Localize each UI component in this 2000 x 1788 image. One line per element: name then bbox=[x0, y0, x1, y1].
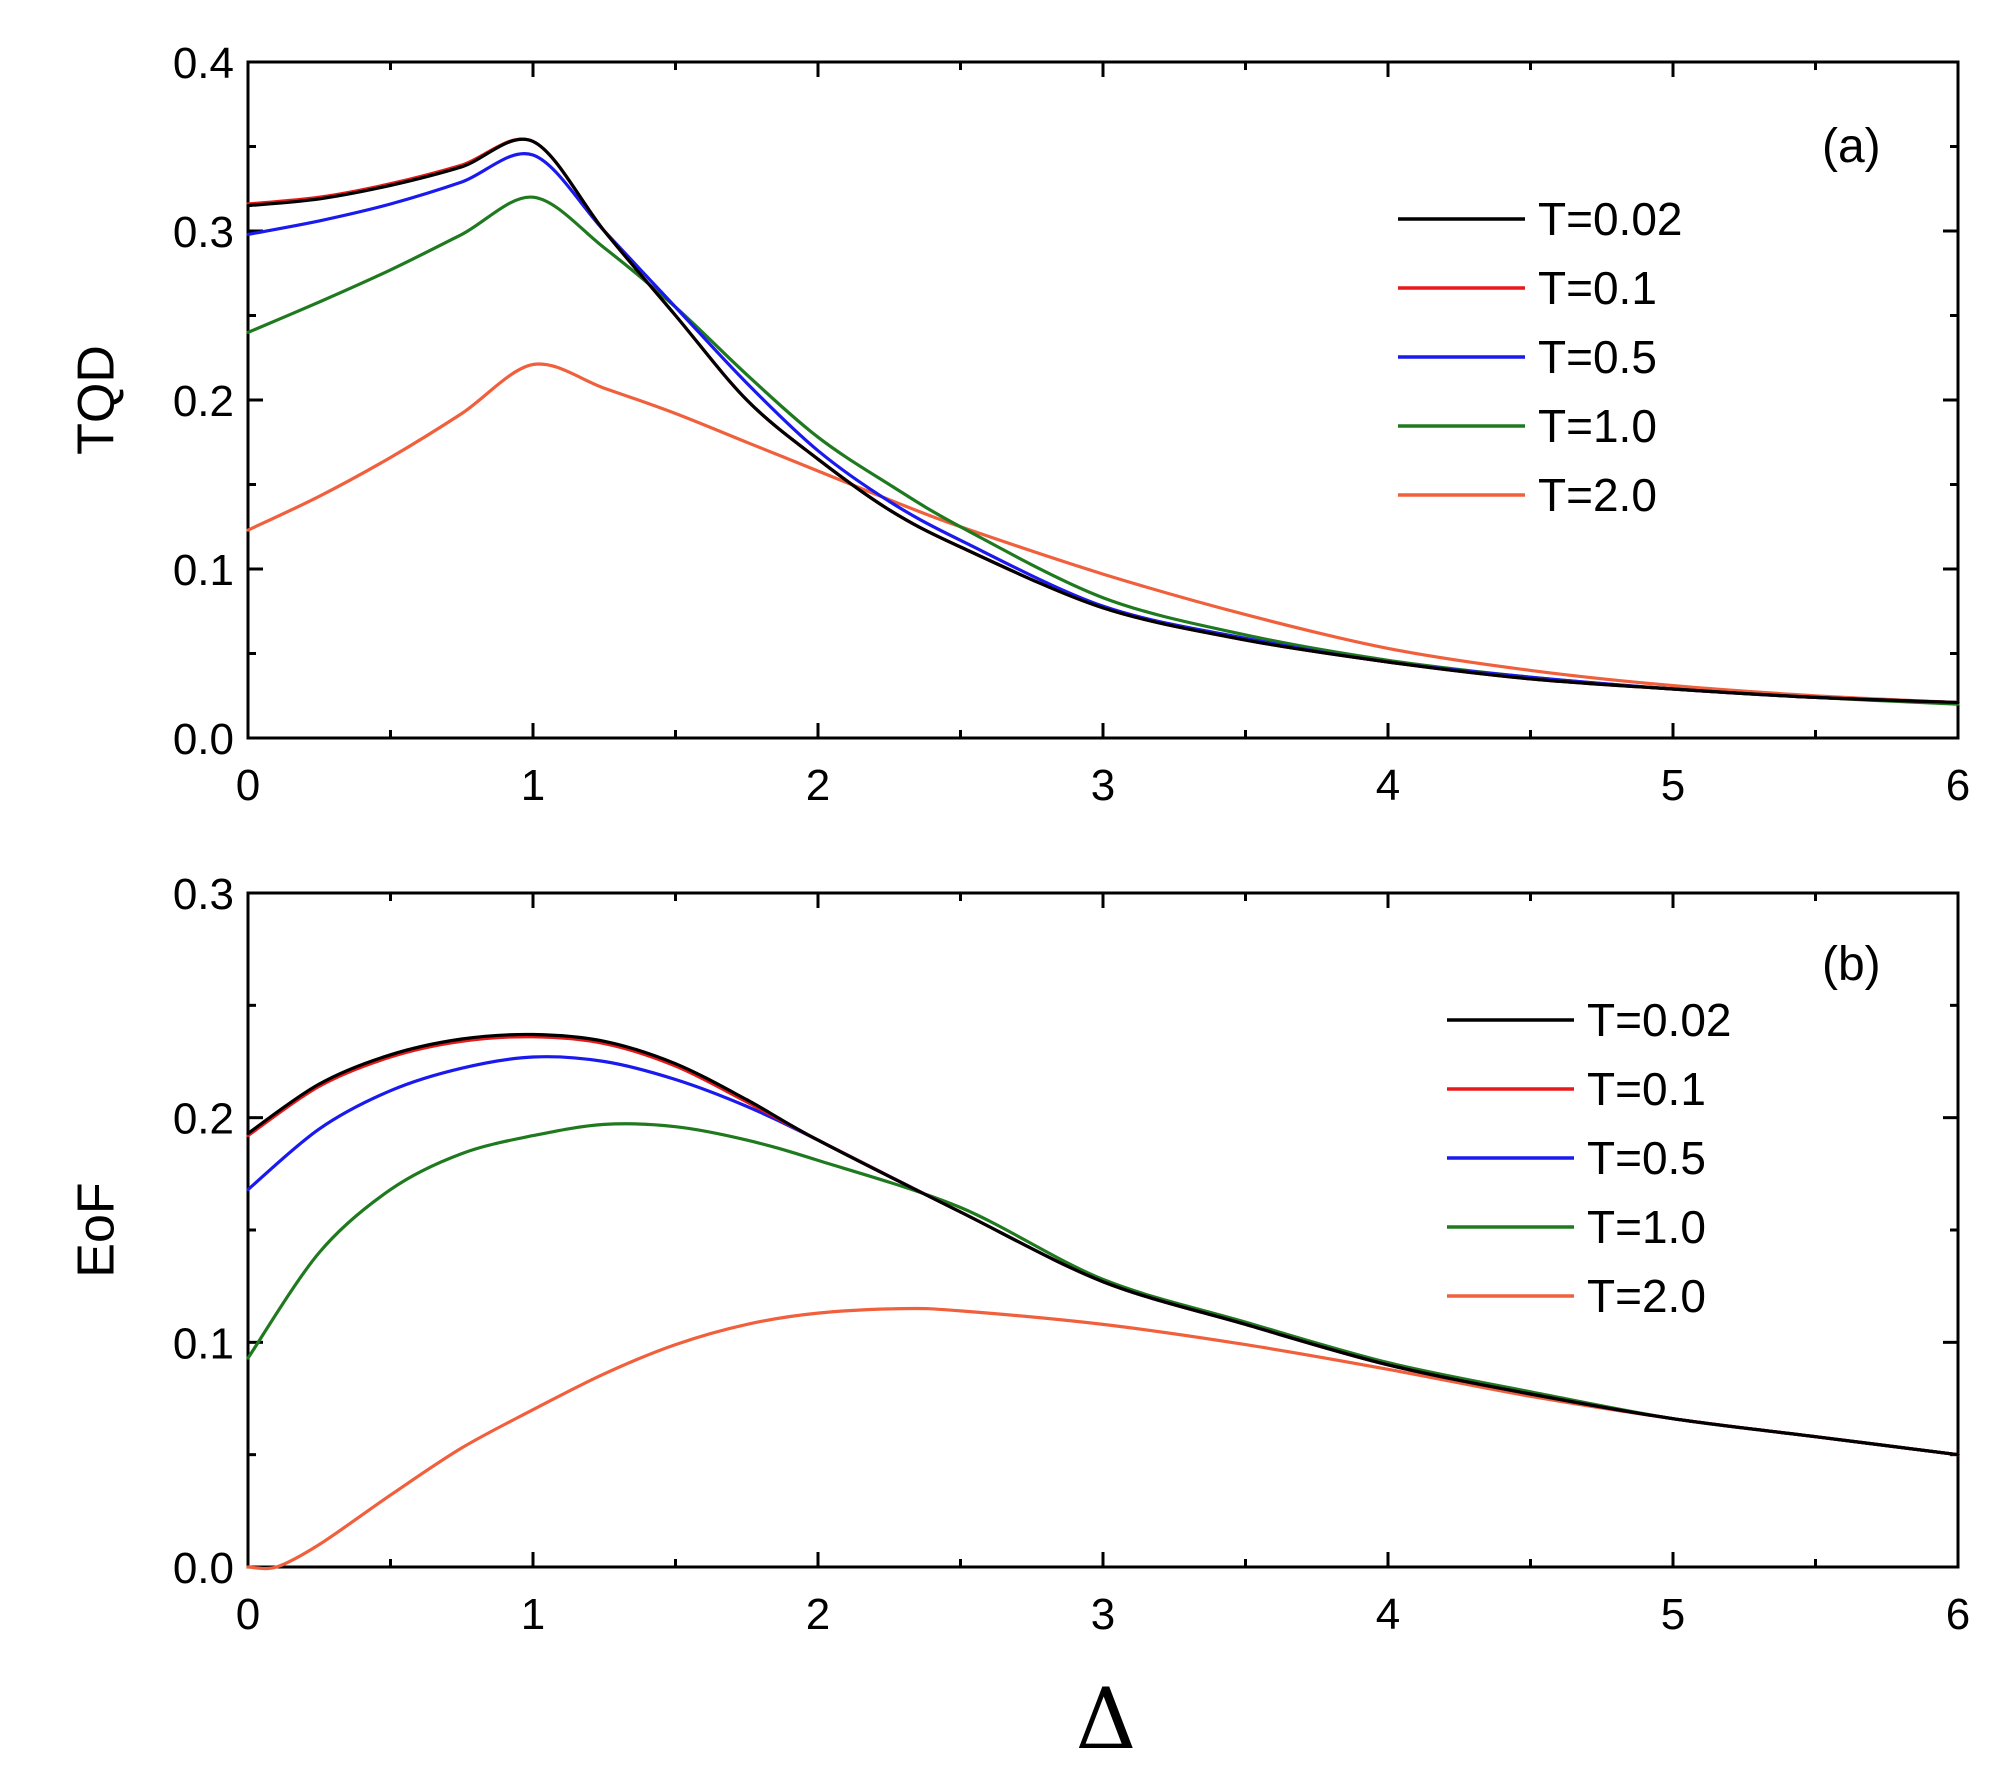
panel-a-ticks: 0 1 2 3 4 5 6 0.0 0.1 0.2 0.3 0.4 bbox=[173, 39, 1970, 810]
x-tick-label: 6 bbox=[1946, 1590, 1970, 1639]
legend-label: T=0.1 bbox=[1538, 262, 1657, 314]
legend-label: T=0.5 bbox=[1587, 1132, 1706, 1184]
series-line-T=2.0 bbox=[246, 1306, 1960, 1571]
panel-b-ylabel: EoF bbox=[68, 1182, 126, 1277]
series-line-T=2.0 bbox=[246, 362, 1960, 705]
panel-a-ylabel: TQD bbox=[68, 345, 126, 455]
legend-label: T=1.0 bbox=[1538, 400, 1657, 452]
x-tick-label: 2 bbox=[806, 1590, 830, 1639]
panel-b-eof: 0 1 2 3 4 5 60.00.10.20.3 EoF (b) T=0.02T=0.1T… bbox=[68, 870, 1971, 1768]
legend-label: T=0.02 bbox=[1538, 193, 1683, 245]
legend-label: T=1.0 bbox=[1587, 1201, 1706, 1253]
x-tick-label: 0 bbox=[236, 761, 260, 810]
legend-label: T=2.0 bbox=[1538, 469, 1657, 521]
legend-label: T=2.0 bbox=[1587, 1270, 1706, 1322]
y-tick-label: 0.1 bbox=[173, 1319, 234, 1368]
x-tick-label: 3 bbox=[1091, 761, 1115, 810]
x-tick-label: 0 bbox=[236, 1590, 260, 1639]
legend-label: T=0.1 bbox=[1587, 1063, 1706, 1115]
y-tick-label: 0.2 bbox=[173, 1095, 234, 1144]
y-tick-label: 0.1 bbox=[173, 546, 234, 595]
series-line-T=0.5 bbox=[246, 152, 1960, 705]
y-tick-label: 0.3 bbox=[173, 870, 234, 919]
x-tick-label: 4 bbox=[1376, 1590, 1400, 1639]
series-line-T=0.02 bbox=[246, 1032, 1960, 1457]
x-axis-label-delta: Δ bbox=[1076, 1670, 1137, 1768]
x-tick-label: 3 bbox=[1091, 1590, 1115, 1639]
panel-a-tag: (a) bbox=[1822, 120, 1881, 173]
x-tick-label: 6 bbox=[1946, 761, 1970, 810]
panel-a-tqd: 0 1 2 3 4 5 60.00.10.20.30.4 TQD (a) T=0.02T=0… bbox=[68, 39, 1971, 810]
x-tick-label: 1 bbox=[521, 1590, 545, 1639]
series-line-T=0.02 bbox=[246, 137, 1960, 705]
y-tick-label: 0.0 bbox=[173, 715, 234, 764]
y-tick-label: 0.4 bbox=[173, 39, 234, 88]
panel-a-legend: T=0.02 T=0.1 T=0.5 T=1.0 T=2.0 bbox=[1398, 193, 1683, 521]
panel-b-tag: (b) bbox=[1822, 938, 1881, 991]
y-tick-label: 0.2 bbox=[173, 377, 234, 426]
x-tick-label: 5 bbox=[1661, 761, 1685, 810]
x-tick-label: 1 bbox=[521, 761, 545, 810]
panel-a-frame bbox=[246, 60, 1960, 740]
panel-b-curves bbox=[246, 1032, 1960, 1571]
y-tick-label: 0.3 bbox=[173, 208, 234, 257]
x-tick-label: 2 bbox=[806, 761, 830, 810]
panel-b-ticks: 0 1 2 3 4 5 6 0.0 0.1 0.2 0.3 bbox=[173, 870, 1970, 1639]
x-tick-label: 5 bbox=[1661, 1590, 1685, 1639]
legend-label: T=0.5 bbox=[1538, 331, 1657, 383]
series-line-T=0.5 bbox=[246, 1055, 1960, 1457]
y-tick-label: 0.0 bbox=[173, 1544, 234, 1593]
series-line-T=1.0 bbox=[246, 195, 1960, 706]
series-line-T=0.1 bbox=[246, 137, 1960, 705]
legend-label: T=0.02 bbox=[1587, 994, 1732, 1046]
panel-b-legend: T=0.02 T=0.1 T=0.5 T=1.0 T=2.0 bbox=[1447, 994, 1732, 1322]
panel-a-curves bbox=[246, 137, 1960, 706]
x-tick-label: 4 bbox=[1376, 761, 1400, 810]
